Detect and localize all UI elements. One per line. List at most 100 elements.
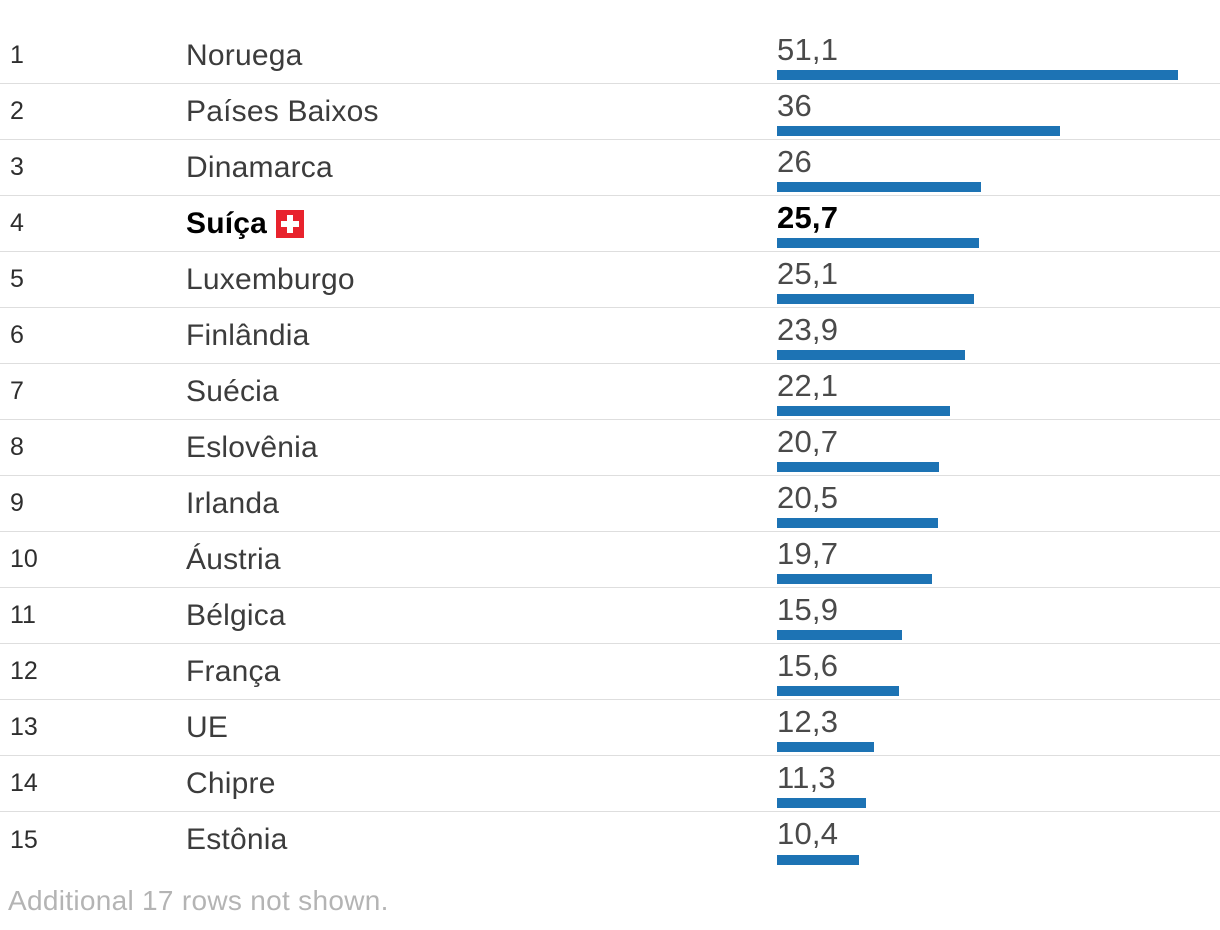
table-row: 11 Bélgica 15,9 [0,588,1220,644]
value-cell: 25,1 [777,252,1220,307]
country-cell: Dinamarca [186,140,777,195]
bar-track [777,238,1178,248]
country-cell: Eslovênia [186,420,777,475]
rows-container: 1 Noruega 51,1 2 Países Baixos 36 3 Dina… [0,28,1220,868]
value-bar [777,798,866,808]
country-name: França [186,654,281,688]
value-label: 25,7 [777,200,839,235]
value-cell: 51,1 [777,28,1220,83]
country-name: Irlanda [186,486,280,520]
country-cell: Noruega [186,28,777,83]
table-row: 3 Dinamarca 26 [0,140,1220,196]
value-bar [777,855,859,865]
value-cell: 15,6 [777,644,1220,699]
country-name: Suíça [186,206,268,240]
rank-cell: 12 [10,657,38,685]
bar-track [777,686,1178,696]
value-label: 23,9 [777,312,839,347]
value-bar [777,294,974,304]
country-cell: Irlanda [186,476,777,531]
value-bar [777,126,1060,136]
value-cell: 22,1 [777,364,1220,419]
country-cell: Chipre [186,756,777,811]
rank-cell: 2 [10,97,24,125]
value-cell: 36 [777,84,1220,139]
table-row: 14 Chipre 11,3 [0,756,1220,812]
value-bar [777,70,1178,80]
value-label: 36 [777,88,812,123]
table-row: 7 Suécia 22,1 [0,364,1220,420]
country-name: Luxemburgo [186,262,355,296]
table-row: 2 Países Baixos 36 [0,84,1220,140]
bar-track [777,294,1178,304]
value-label: 15,6 [777,648,839,683]
country-name: Bélgica [186,598,286,632]
country-cell: Bélgica [186,588,777,643]
country-name: Dinamarca [186,150,333,184]
value-bar [777,182,982,192]
country-name: Chipre [186,766,276,800]
rank-cell: 10 [10,545,38,573]
value-bar [777,742,874,752]
value-bar [777,686,900,696]
rank-cell: 4 [10,209,24,237]
value-bar [777,238,979,248]
value-bar [777,406,951,416]
bar-track [777,70,1178,80]
country-name: Finlândia [186,318,310,352]
rank-cell: 3 [10,153,24,181]
table-row: 9 Irlanda 20,5 [0,476,1220,532]
rank-cell: 7 [10,377,24,405]
bar-track [777,182,1178,192]
value-cell: 20,7 [777,420,1220,475]
value-bar [777,462,940,472]
value-label: 10,4 [777,816,839,851]
additional-rows-note: Additional 17 rows not shown. [8,885,389,916]
bar-track [777,855,1178,865]
country-name: Áustria [186,542,281,576]
country-name: Estônia [186,823,288,856]
table-row: 15 Estônia 10,4 [0,812,1220,868]
rank-cell: 6 [10,321,24,349]
country-name: Suécia [186,374,279,408]
value-bar [777,630,902,640]
value-bar [777,350,965,360]
bar-track [777,462,1178,472]
value-cell: 15,9 [777,588,1220,643]
table-row: 6 Finlândia 23,9 [0,308,1220,364]
country-cell: Luxemburgo [186,252,777,307]
bar-track [777,350,1178,360]
table-row: 13 UE 12,3 [0,700,1220,756]
rank-cell: 5 [10,265,24,293]
country-cell: UE [186,700,777,755]
table-row: 5 Luxemburgo 25,1 [0,252,1220,308]
bar-track [777,742,1178,752]
country-cell: Suíça [186,196,777,251]
table-row: 10 Áustria 19,7 [0,532,1220,588]
country-cell: Áustria [186,532,777,587]
table-row: 4 Suíça 25,7 [0,196,1220,252]
value-label: 19,7 [777,536,839,571]
rank-cell: 8 [10,433,24,461]
value-cell: 25,7 [777,196,1220,251]
country-name: UE [186,710,229,744]
country-name: Eslovênia [186,430,318,464]
value-cell: 11,3 [777,756,1220,811]
country-cell: França [186,644,777,699]
swiss-flag-icon [276,209,305,238]
table-row: 1 Noruega 51,1 [0,28,1220,84]
value-label: 20,7 [777,424,839,459]
value-label: 26 [777,144,812,179]
country-name: Países Baixos [186,94,379,128]
value-label: 22,1 [777,368,839,403]
table-row: 8 Eslovênia 20,7 [0,420,1220,476]
value-label: 25,1 [777,256,839,291]
value-cell: 12,3 [777,700,1220,755]
value-bar [777,518,938,528]
bar-track [777,574,1178,584]
country-cell: Finlândia [186,308,777,363]
rank-cell: 9 [10,489,24,517]
country-cell: Países Baixos [186,84,777,139]
value-cell: 19,7 [777,532,1220,587]
